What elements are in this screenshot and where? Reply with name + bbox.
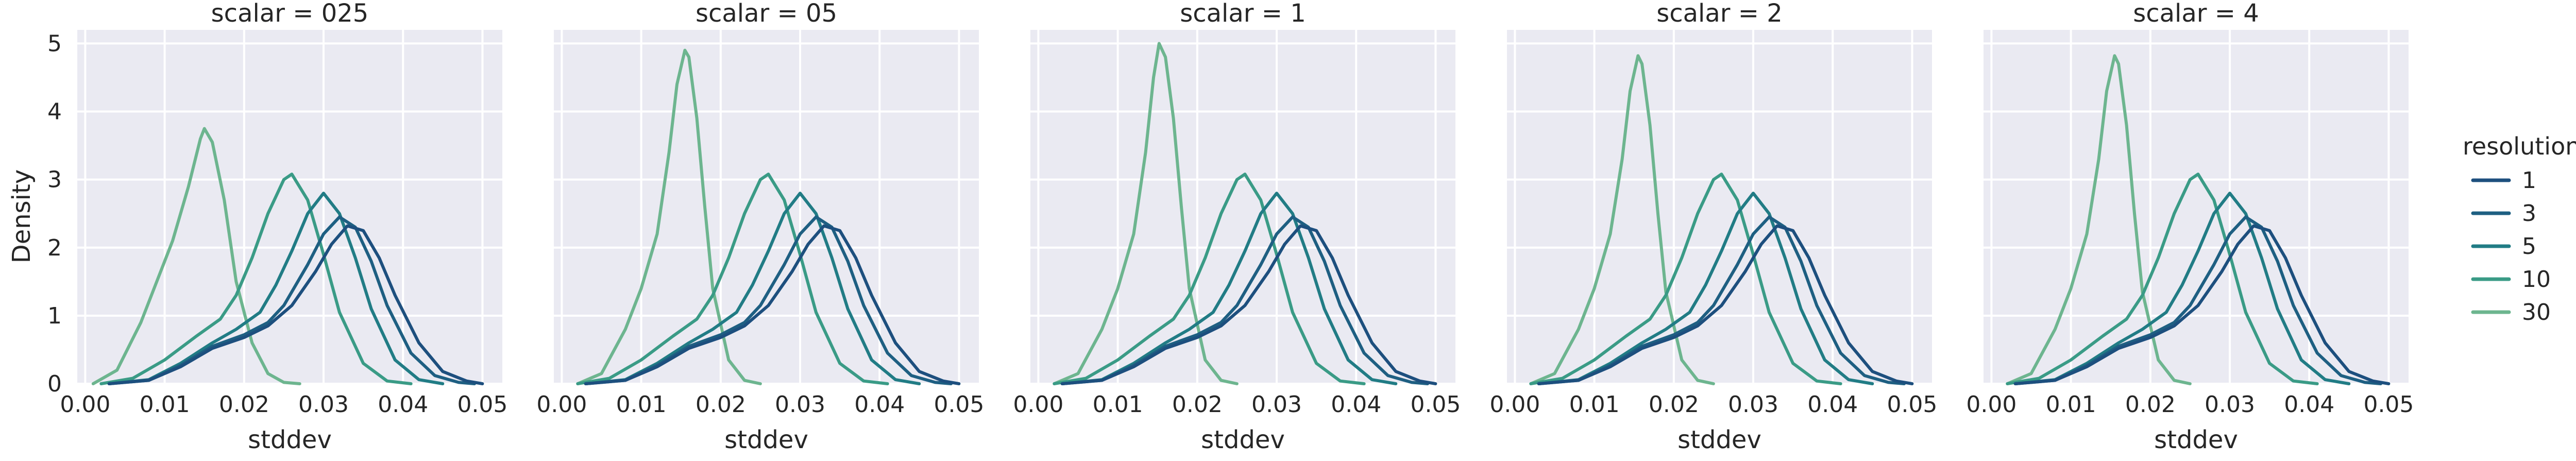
x-tick-label: 0.00 [1013,391,1063,418]
series-line-resolution-3 [107,215,476,385]
panel-3: scalar = 1 0.00 0.01 0.02 0.03 0.04 0.05 stddev [1013,0,1461,454]
panel-background [1984,30,2409,384]
y-tick-label: 0 [47,371,62,397]
panel-title: scalar = 1 [1180,0,1306,28]
series-line-resolution-10 [99,173,413,385]
series-line-resolution-3 [1060,215,1429,385]
y-tick-label: 3 [47,167,62,193]
legend-label: 30 [2522,299,2551,326]
panels-group: scalar = 025 0.00 0.01 0.02 0.03 0.04 0.05 stdd… [47,0,2414,454]
panel-title: scalar = 4 [2133,0,2259,28]
x-tick-label: 0.02 [1649,391,1699,418]
x-tick-label: 0.05 [934,391,984,418]
x-tick-label: 0.05 [1410,391,1461,418]
panel-1: scalar = 025 0.00 0.01 0.02 0.03 0.04 0.05 stdd… [47,0,507,454]
panel-4: scalar = 2 0.00 0.01 0.02 0.03 0.04 0.05 stddev [1489,0,1937,454]
x-tick-label: 0.04 [1331,391,1381,418]
series-line-resolution-10 [576,173,889,385]
panel-title: scalar = 05 [696,0,837,28]
x-tick-label: 0.01 [2046,391,2096,418]
series-line-resolution-10 [1053,173,1366,385]
panel-title: scalar = 025 [211,0,369,28]
x-tick-label: 0.04 [378,391,428,418]
x-axis-label: stddev [2154,425,2238,454]
x-tick-label: 0.04 [854,391,905,418]
series-line-resolution-10 [1529,173,1842,385]
x-tick-label: 0.03 [1251,391,1302,418]
legend: resolution 1 3 5 10 30 [2463,132,2576,326]
series-line-resolution-3 [584,215,953,385]
x-axis-label: stddev [248,425,332,454]
series-line-resolution-1 [584,224,961,385]
series-line-resolution-1 [1060,224,1437,385]
legend-item-3: 3 [2471,200,2536,227]
series-line-resolution-1 [2013,224,2391,385]
x-tick-label: 0.01 [1569,391,1620,418]
x-tick-label: 0.03 [775,391,825,418]
panel-title: scalar = 2 [1656,0,1783,28]
legend-label: 5 [2522,233,2536,260]
series-line-resolution-1 [107,224,484,385]
x-tick-label: 0.03 [1728,391,1778,418]
series-line-resolution-5 [2013,192,2351,385]
legend-item-5: 5 [2471,233,2536,260]
x-tick-label: 0.00 [1966,391,2016,418]
panel-2: scalar = 05 0.00 0.01 0.02 0.03 0.04 0.05 stdde… [536,0,984,454]
legend-label: 1 [2522,167,2536,194]
panel-background [1030,30,1455,384]
legend-item-1: 1 [2471,167,2536,194]
panel-background [77,30,502,384]
legend-label: 10 [2522,266,2551,293]
series-line-resolution-10 [2006,173,2319,385]
x-axis-label: stddev [724,425,808,454]
y-tick-label: 1 [47,303,62,329]
x-tick-label: 0.02 [1172,391,1223,418]
y-tick-label: 5 [47,30,62,57]
x-tick-label: 0.01 [616,391,667,418]
x-axis-label: stddev [1677,425,1761,454]
legend-item-30: 30 [2471,299,2551,326]
x-tick-label: 0.05 [457,391,507,418]
series-line-resolution-1 [1537,224,1914,385]
x-tick-label: 0.00 [536,391,587,418]
series-line-resolution-3 [1537,215,1906,385]
y-tick-label: 4 [47,99,62,125]
x-tick-label: 0.05 [2363,391,2414,418]
series-line-resolution-3 [2013,215,2382,385]
x-tick-label: 0.00 [60,391,110,418]
x-tick-label: 0.00 [1489,391,1540,418]
x-tick-label: 0.02 [2125,391,2176,418]
x-axis-label: stddev [1201,425,1285,454]
series-line-resolution-5 [107,192,445,385]
legend-label: 3 [2522,200,2536,227]
x-tick-label: 0.04 [1807,391,1858,418]
x-tick-label: 0.02 [696,391,746,418]
x-tick-label: 0.01 [1093,391,1143,418]
x-tick-label: 0.04 [2284,391,2334,418]
y-axis-label: Density [7,169,36,263]
series-line-resolution-5 [1537,192,1874,385]
x-tick-label: 0.03 [298,391,349,418]
y-tick-label: 2 [47,235,62,261]
legend-title: resolution [2463,132,2576,160]
x-tick-label: 0.02 [219,391,269,418]
x-tick-label: 0.03 [2205,391,2255,418]
panel-background [554,30,979,384]
legend-item-10: 10 [2471,266,2551,293]
series-line-resolution-30 [91,127,301,385]
series-line-resolution-5 [1060,192,1398,385]
x-tick-label: 0.05 [1887,391,1937,418]
panel-background [1507,30,1932,384]
series-line-resolution-5 [584,192,921,385]
x-tick-label: 0.01 [140,391,190,418]
panel-5: scalar = 4 0.00 0.01 0.02 0.03 0.04 0.05 stddev [1966,0,2414,454]
